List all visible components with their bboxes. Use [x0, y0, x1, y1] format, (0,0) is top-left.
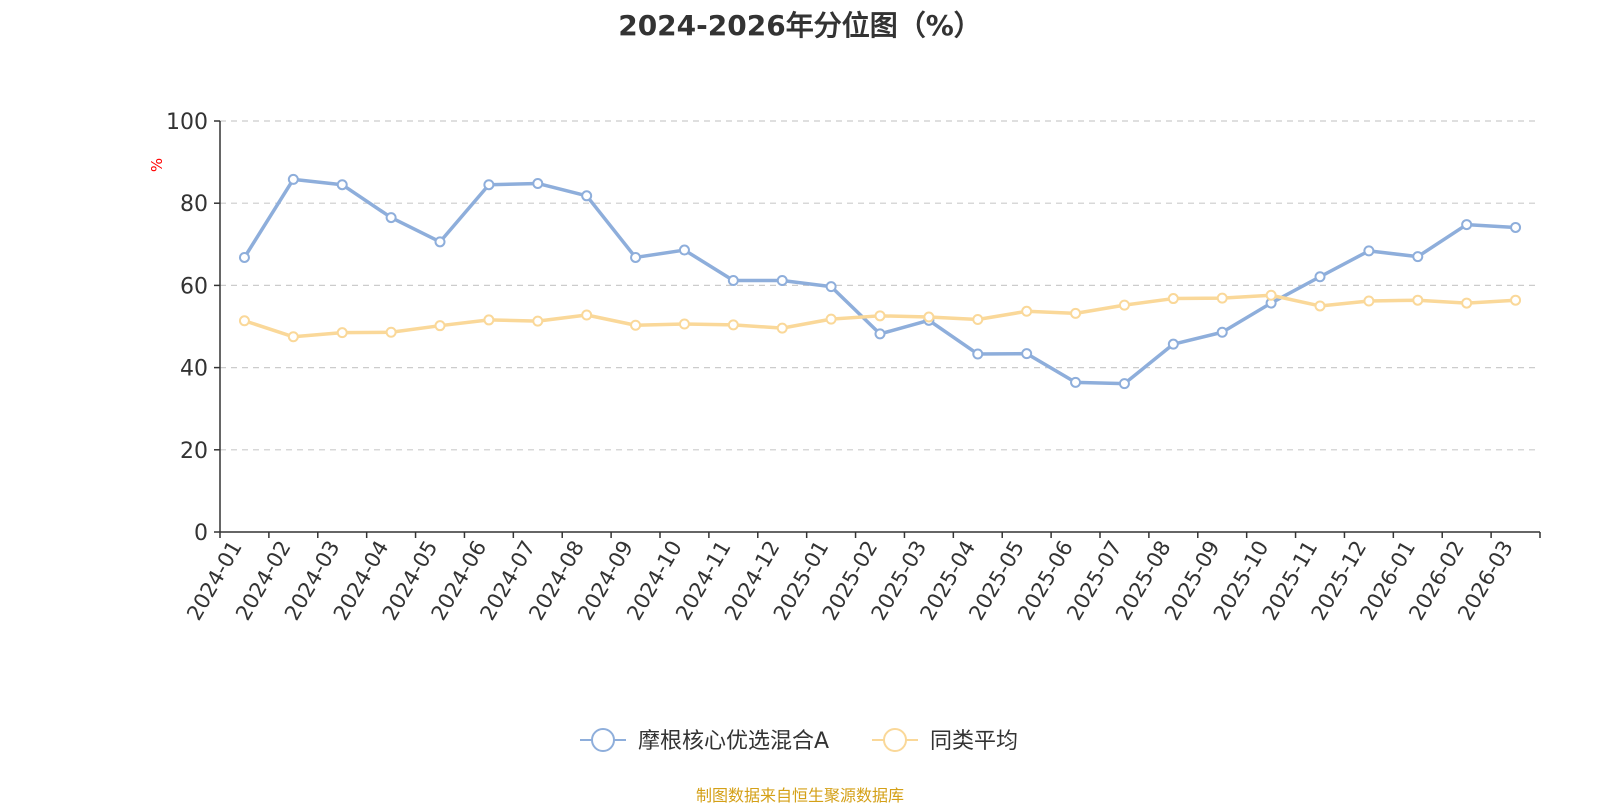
data-point[interactable]	[1021, 305, 1033, 317]
data-point[interactable]	[1021, 348, 1033, 360]
data-point[interactable]	[532, 177, 544, 189]
data-point[interactable]	[727, 274, 739, 286]
data-point[interactable]	[1412, 294, 1424, 306]
data-point[interactable]	[238, 315, 250, 327]
data-point[interactable]	[385, 212, 397, 224]
data-point[interactable]	[287, 331, 299, 343]
data-point[interactable]	[336, 179, 348, 191]
data-point[interactable]	[1167, 338, 1179, 350]
series-1	[238, 289, 1522, 343]
source-note: 制图数据来自恒生聚源数据库	[695, 786, 904, 805]
data-point[interactable]	[1363, 245, 1375, 257]
data-point[interactable]	[1461, 297, 1473, 309]
data-point[interactable]	[874, 328, 886, 340]
y-axis-label: %	[148, 158, 166, 172]
data-point[interactable]	[1510, 221, 1522, 233]
data-point[interactable]	[972, 314, 984, 326]
series-0	[238, 173, 1522, 390]
data-point[interactable]	[630, 251, 642, 263]
data-point[interactable]	[1118, 299, 1130, 311]
legend: 摩根核心优选混合A 同类平均	[580, 728, 1018, 754]
y-tick-label: 20	[180, 439, 208, 464]
series-layer	[238, 173, 1522, 390]
legend-label: 摩根核心优选混合A	[638, 729, 829, 754]
data-point[interactable]	[532, 315, 544, 327]
data-point[interactable]	[434, 320, 446, 332]
data-point[interactable]	[336, 327, 348, 339]
data-point[interactable]	[727, 319, 739, 331]
chart-title: 2024-2026年分位图（%）	[618, 9, 982, 42]
legend-marker	[591, 728, 615, 752]
data-point[interactable]	[972, 348, 984, 360]
data-point[interactable]	[630, 319, 642, 331]
data-point[interactable]	[287, 173, 299, 185]
data-point[interactable]	[678, 318, 690, 330]
data-point[interactable]	[581, 309, 593, 321]
data-point[interactable]	[434, 236, 446, 248]
data-point[interactable]	[776, 322, 788, 334]
data-point[interactable]	[1118, 378, 1130, 390]
data-point[interactable]	[874, 310, 886, 322]
data-point[interactable]	[1216, 292, 1228, 304]
legend-label: 同类平均	[930, 729, 1018, 754]
legend-item-0[interactable]: 摩根核心优选混合A	[580, 728, 829, 754]
series-line	[242, 177, 1516, 386]
data-point[interactable]	[1314, 300, 1326, 312]
data-point[interactable]	[825, 313, 837, 325]
legend-item-1[interactable]: 同类平均	[872, 728, 1018, 754]
data-point[interactable]	[1461, 219, 1473, 231]
data-point[interactable]	[1216, 326, 1228, 338]
data-point[interactable]	[1363, 295, 1375, 307]
data-point[interactable]	[1510, 294, 1522, 306]
data-point[interactable]	[385, 326, 397, 338]
data-point[interactable]	[483, 314, 495, 326]
data-point[interactable]	[483, 179, 495, 191]
data-point[interactable]	[581, 190, 593, 202]
y-tick-label: 80	[180, 192, 208, 217]
y-tick-label: 40	[180, 357, 208, 382]
data-point[interactable]	[238, 251, 250, 263]
data-point[interactable]	[1070, 376, 1082, 388]
y-tick-label: 60	[180, 274, 208, 299]
y-tick-label: 0	[194, 521, 208, 546]
data-point[interactable]	[1265, 289, 1277, 301]
data-point[interactable]	[1167, 293, 1179, 305]
data-point[interactable]	[1314, 271, 1326, 283]
data-point[interactable]	[923, 311, 935, 323]
data-point[interactable]	[1412, 251, 1424, 263]
data-point[interactable]	[776, 274, 788, 286]
data-point[interactable]	[678, 244, 690, 256]
data-point[interactable]	[1070, 307, 1082, 319]
legend-marker	[883, 728, 907, 752]
data-point[interactable]	[825, 281, 837, 293]
grid-lines	[220, 120, 1540, 451]
y-tick-label: 100	[166, 110, 208, 135]
